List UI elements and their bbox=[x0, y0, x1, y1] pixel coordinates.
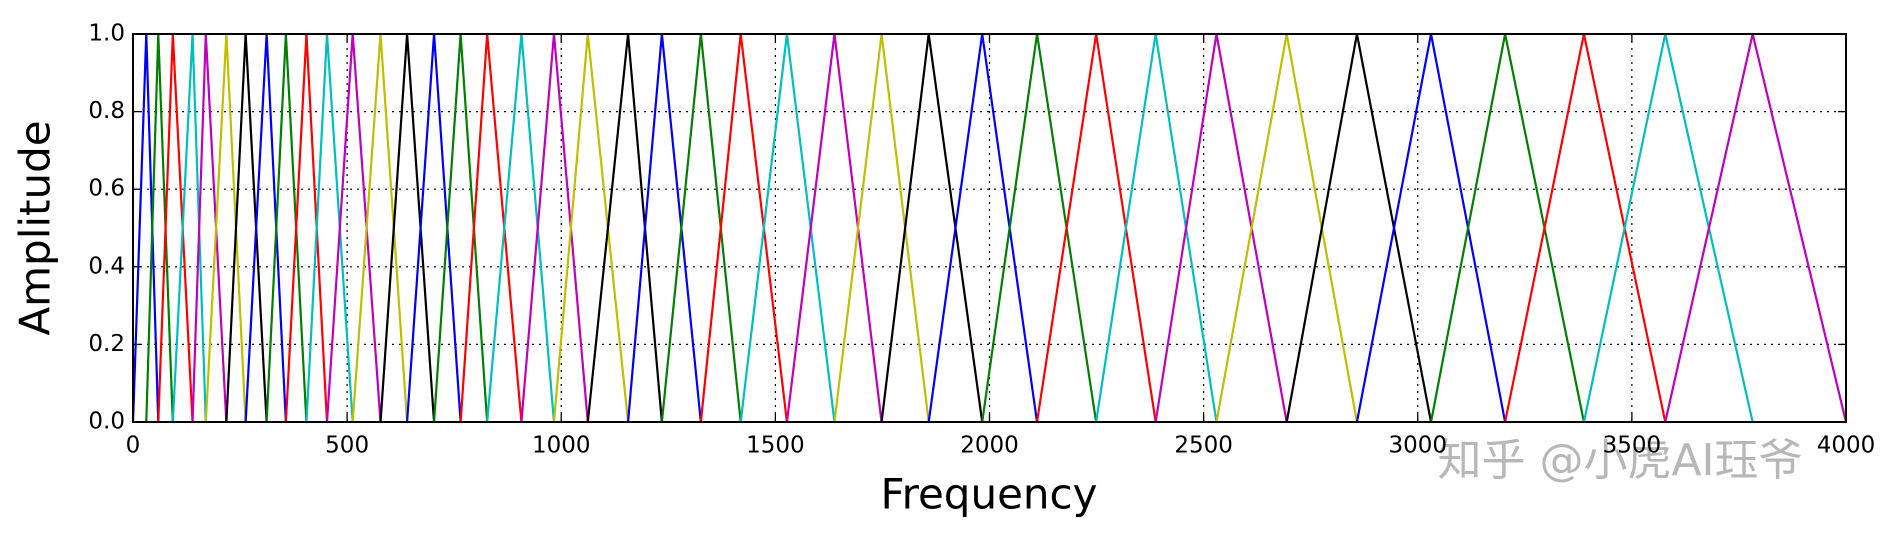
x-tick-label: 4000 bbox=[1817, 433, 1876, 459]
x-tick-label: 1500 bbox=[746, 433, 805, 459]
watermark: 知乎 @小虎AI珏爷 bbox=[1437, 435, 1802, 486]
filter-line bbox=[1154, 33, 1288, 423]
y-tick-label: 0.6 bbox=[88, 176, 125, 202]
filter-line bbox=[660, 33, 742, 423]
filter-line bbox=[405, 33, 462, 423]
filter-line bbox=[927, 33, 1039, 423]
filter-line bbox=[1429, 33, 1585, 423]
filter-line bbox=[459, 33, 523, 423]
x-axis-label: Frequency bbox=[881, 470, 1098, 519]
filter-line bbox=[131, 33, 160, 423]
filter-line bbox=[379, 33, 436, 423]
filter-line bbox=[1285, 33, 1433, 423]
filter-line bbox=[1095, 33, 1218, 423]
x-tick-label: 0 bbox=[126, 433, 141, 459]
filter-line bbox=[552, 33, 630, 423]
filter-line bbox=[880, 33, 984, 423]
y-tick-label: 0.4 bbox=[88, 253, 125, 279]
filter-line bbox=[785, 33, 883, 423]
filter-line bbox=[1035, 33, 1157, 423]
filter-line bbox=[739, 33, 836, 423]
filter-line bbox=[586, 33, 663, 423]
filter-line bbox=[432, 33, 489, 423]
filter-line bbox=[305, 33, 354, 423]
y-tick-label: 1.0 bbox=[88, 21, 125, 47]
filter-line bbox=[225, 33, 268, 423]
x-tick-label: 1000 bbox=[532, 433, 591, 459]
filter-line bbox=[325, 33, 382, 423]
filter-line bbox=[351, 33, 409, 423]
filter-line bbox=[1355, 33, 1507, 423]
x-tick-label: 2000 bbox=[960, 433, 1019, 459]
y-tick-label: 0.0 bbox=[88, 409, 125, 435]
filter-line bbox=[626, 33, 702, 423]
x-tick-label: 3000 bbox=[1388, 433, 1447, 459]
filter-line bbox=[204, 33, 247, 423]
x-tick-label: 3500 bbox=[1603, 433, 1662, 459]
x-tick-label: 2500 bbox=[1174, 433, 1233, 459]
x-tick-label: 500 bbox=[325, 433, 369, 459]
filter-line bbox=[699, 33, 789, 423]
filter-line bbox=[833, 33, 930, 423]
filter-line bbox=[1215, 33, 1359, 423]
filter-line bbox=[284, 33, 329, 423]
plot-frame bbox=[132, 33, 1847, 423]
filter-line bbox=[244, 33, 287, 423]
filter-line bbox=[1504, 33, 1667, 423]
y-tick-label: 0.8 bbox=[88, 98, 125, 124]
filter-line bbox=[265, 33, 308, 423]
y-axis-label: Amplitude bbox=[11, 120, 60, 335]
y-tick-label: 0.2 bbox=[88, 331, 125, 357]
filter-line bbox=[520, 33, 589, 423]
filter-line bbox=[486, 33, 556, 423]
filter-line bbox=[1664, 33, 1848, 423]
filter-line bbox=[981, 33, 1098, 423]
filter-line bbox=[1582, 33, 1754, 423]
